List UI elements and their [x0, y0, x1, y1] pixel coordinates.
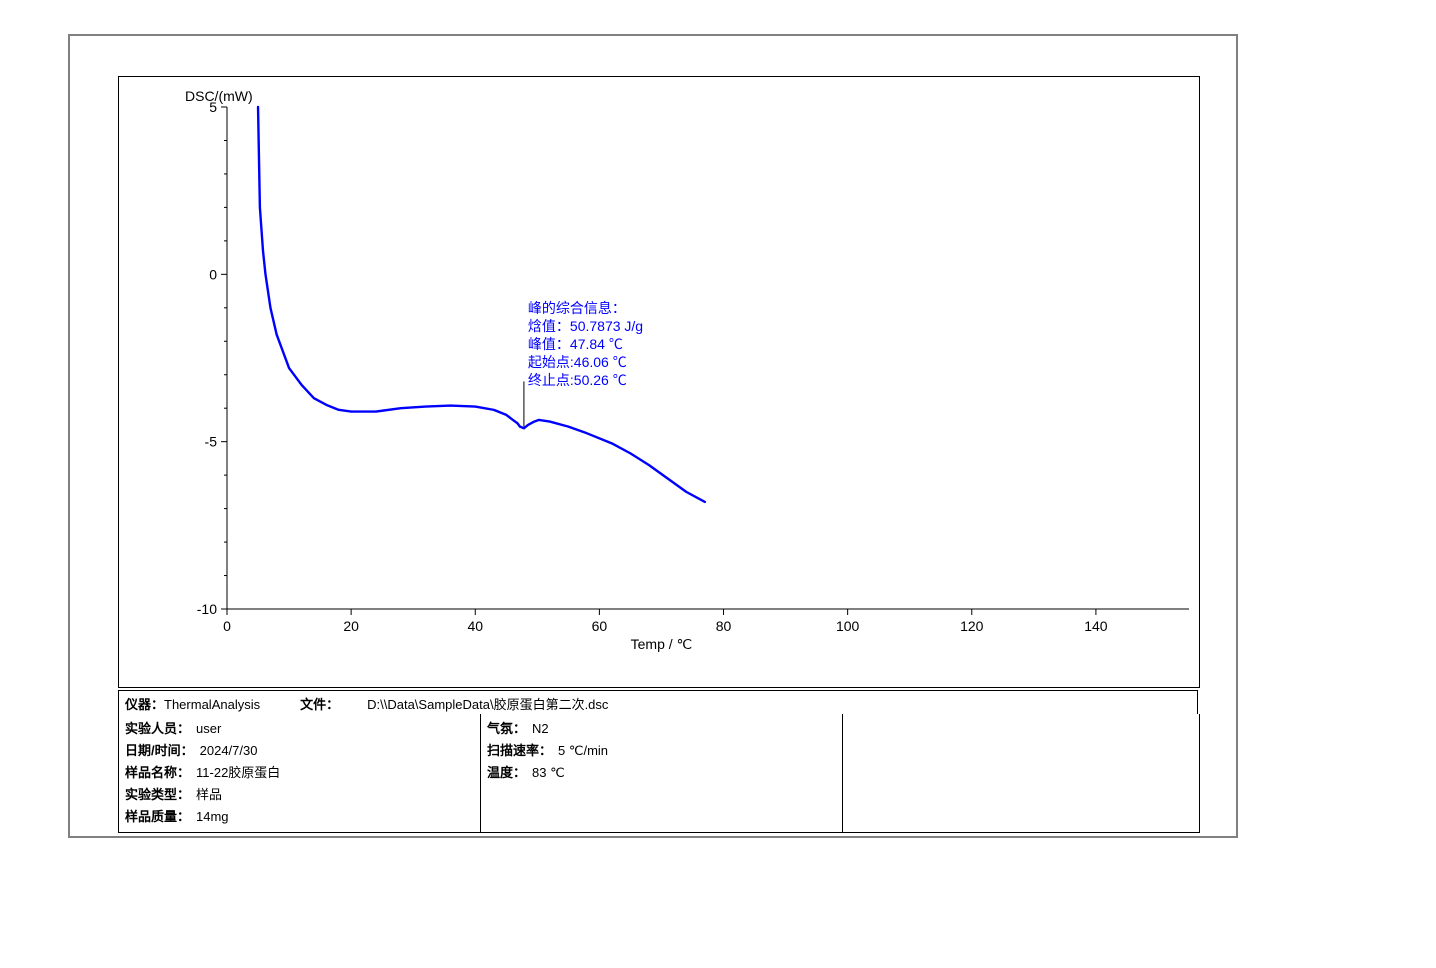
annotation-enthalpy: 焓值：50.7873 J/g — [528, 317, 643, 335]
svg-text:140: 140 — [1084, 618, 1108, 634]
file-value: D:\\Data\SampleData\胶原蛋白第二次.dsc — [367, 694, 608, 713]
report-frame: 020406080100120140Temp / ℃-10-505DSC/(mW… — [68, 34, 1238, 838]
scan-rate-row: 扫描速率：5 ℃/min — [487, 740, 836, 762]
spacer — [339, 694, 367, 713]
dsc-chart: 020406080100120140Temp / ℃-10-505DSC/(mW… — [118, 76, 1200, 688]
chart-svg: 020406080100120140Temp / ℃-10-505DSC/(mW… — [119, 77, 1199, 687]
page: 020406080100120140Temp / ℃-10-505DSC/(mW… — [0, 0, 1436, 968]
svg-text:-5: -5 — [205, 434, 218, 450]
svg-text:60: 60 — [592, 618, 608, 634]
svg-text:100: 100 — [836, 618, 860, 634]
sample-mass-row: 样品质量：14mg — [125, 806, 474, 828]
svg-text:DSC/(mW): DSC/(mW) — [185, 88, 253, 104]
annotation-onset: 起始点:46.06 ℃ — [528, 353, 643, 371]
meta-col-mid: 气氛：N2 扫描速率：5 ℃/min 温度：83 ℃ — [481, 714, 843, 832]
svg-text:40: 40 — [467, 618, 483, 634]
file-label: 文件： — [300, 694, 339, 713]
meta-col-right — [843, 714, 1199, 832]
meta-table-top: 仪器：ThermalAnalysis 文件： D:\\Data\SampleDa… — [118, 690, 1198, 717]
annotation-title: 峰的综合信息： — [528, 299, 643, 317]
svg-text:120: 120 — [960, 618, 984, 634]
svg-text:Temp / ℃: Temp / ℃ — [631, 636, 693, 652]
temperature-row: 温度：83 ℃ — [487, 762, 836, 784]
datetime-row: 日期/时间：2024/7/30 — [125, 740, 474, 762]
meta-row-instrument-file: 仪器：ThermalAnalysis 文件： D:\\Data\SampleDa… — [125, 694, 1191, 713]
operator-row: 实验人员：user — [125, 718, 474, 740]
annotation-peak: 峰值：47.84 ℃ — [528, 335, 643, 353]
svg-text:-10: -10 — [197, 601, 217, 617]
svg-text:0: 0 — [209, 266, 217, 282]
atmosphere-row: 气氛：N2 — [487, 718, 836, 740]
annotation-endset: 终止点:50.26 ℃ — [528, 371, 643, 389]
sample-name-row: 样品名称：11-22胶原蛋白 — [125, 762, 474, 784]
meta-table-body: 实验人员：user 日期/时间：2024/7/30 样品名称：11-22胶原蛋白… — [118, 714, 1200, 833]
instrument-label: 仪器：ThermalAnalysis — [125, 694, 260, 713]
meta-col-left: 实验人员：user 日期/时间：2024/7/30 样品名称：11-22胶原蛋白… — [119, 714, 481, 832]
peak-annotation: 峰的综合信息： 焓值：50.7873 J/g 峰值：47.84 ℃ 起始点:46… — [528, 299, 643, 389]
svg-text:80: 80 — [716, 618, 732, 634]
svg-text:0: 0 — [223, 618, 231, 634]
svg-text:20: 20 — [343, 618, 359, 634]
exp-type-row: 实验类型：样品 — [125, 784, 474, 806]
spacer — [260, 694, 300, 713]
